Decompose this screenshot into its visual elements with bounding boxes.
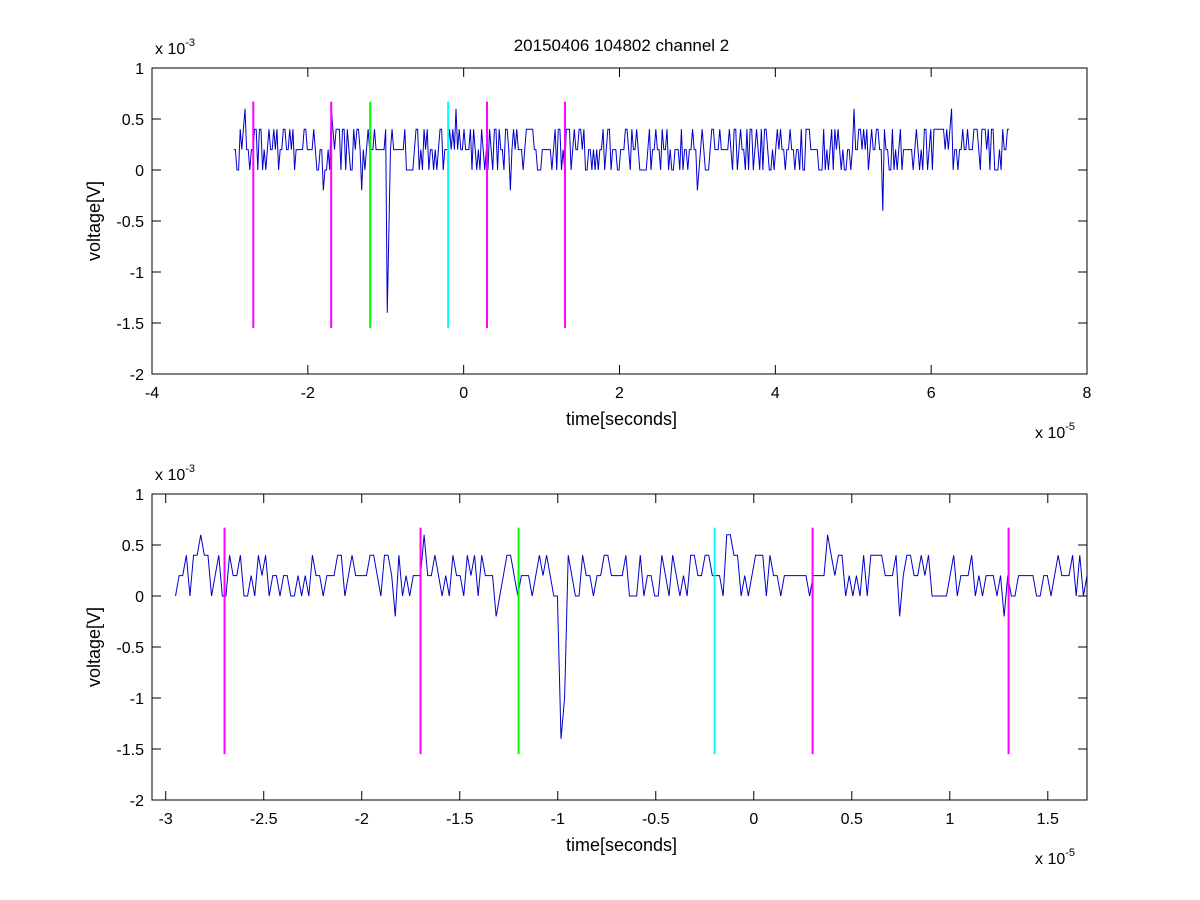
x-tick-label: 0 [459, 385, 468, 402]
y-exponent-base: x 10 [155, 467, 185, 484]
x-exponent-power: -5 [1065, 847, 1075, 859]
y-exponent-power: -3 [185, 463, 195, 475]
y-tick-label: 0 [135, 163, 144, 180]
x-tick-label: 1 [945, 811, 954, 828]
x-tick-label: -2 [301, 385, 315, 402]
x-exponent-base: x 10 [1035, 851, 1065, 868]
x-exponent-label: x 10-5 [1035, 847, 1075, 868]
x-tick-label: 1.5 [1037, 811, 1059, 828]
x-tick-label: -2.5 [250, 811, 278, 828]
y-exponent-base: x 10 [155, 41, 185, 58]
y-exponent-power: -3 [185, 37, 195, 49]
chart-title: 20150406 104802 channel 2 [514, 36, 730, 55]
x-tick-label: 2 [615, 385, 624, 402]
chart-1: -4 -2 0 2 4 6 8-2-1.5-1-0.500.51time[seconds]v… [84, 36, 1092, 442]
y-tick-label: 0 [135, 589, 144, 606]
x-tick-label: -2 [355, 811, 369, 828]
y-tick-label: -1 [130, 265, 144, 282]
signal-trace [233, 108, 1010, 313]
y-tick-label: 1 [135, 487, 144, 504]
y-tick-label: -2 [130, 367, 144, 384]
x-exponent-base: x 10 [1035, 425, 1065, 442]
y-exponent-label: x 10-3 [155, 463, 195, 484]
x-exponent-power: -5 [1065, 421, 1075, 433]
x-tick-label: 0.5 [841, 811, 863, 828]
y-tick-label: 0.5 [122, 538, 144, 555]
y-tick-label: -0.5 [116, 640, 144, 657]
x-axis-title: time[seconds] [566, 409, 677, 429]
x-tick-label: -4 [145, 385, 159, 402]
x-tick-label: 6 [927, 385, 936, 402]
x-tick-label: -1 [551, 811, 565, 828]
y-tick-label: -1.5 [116, 316, 144, 333]
x-tick-label: -0.5 [642, 811, 670, 828]
x-tick-label: 4 [771, 385, 780, 402]
x-tick-label: 8 [1083, 385, 1092, 402]
y-tick-label: -1.5 [116, 742, 144, 759]
x-tick-label: -3 [159, 811, 173, 828]
x-exponent-label: x 10-5 [1035, 421, 1075, 442]
y-tick-label: 0.5 [122, 112, 144, 129]
y-tick-label: -0.5 [116, 214, 144, 231]
y-axis-title: voltage[V] [84, 607, 104, 687]
chart-2: -3 -2.5 -2 -1.5 -1 -0.5 0 0.5 1 1.5 -2 -1.5 -1 -0.5 0 0… [84, 463, 1088, 868]
x-tick-label: -1.5 [446, 811, 474, 828]
y-exponent-label: x 10-3 [155, 37, 195, 58]
x-axis-title: time[seconds] [566, 835, 677, 855]
y-axis-title: voltage[V] [84, 181, 104, 261]
x-tick-label: 0 [749, 811, 758, 828]
y-tick-label: -1 [130, 691, 144, 708]
y-tick-label: 1 [135, 61, 144, 78]
y-tick-label: -2 [130, 793, 144, 810]
signal-trace [175, 534, 1088, 739]
